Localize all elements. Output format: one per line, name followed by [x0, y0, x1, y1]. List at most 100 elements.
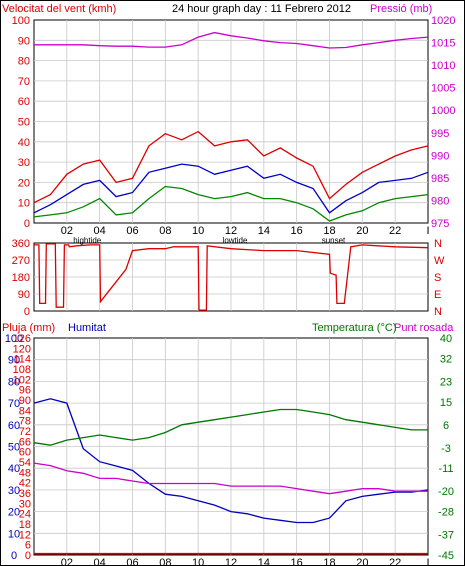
pressure-y-tick-980: 980	[431, 195, 449, 207]
wind-time-tick-06: 06	[126, 225, 138, 237]
direction-y-tick-0: 0	[24, 306, 30, 318]
wind-event-sunset: sunset	[322, 236, 346, 245]
bottom-time-tick-14: 14	[258, 557, 270, 566]
temperature-y-tick-15: 15	[440, 397, 452, 409]
pressure-y-tick-975: 975	[431, 218, 449, 230]
direction-compass-label-2: S	[434, 272, 441, 284]
series-line-wind_avg	[33, 163, 429, 214]
wind-time-tick-12: 12	[225, 225, 237, 237]
rain-y-tick-30: 30	[19, 498, 31, 510]
series-line-temperature	[33, 408, 428, 446]
bottom-time-tick-08: 08	[159, 557, 171, 566]
rain-y-tick-78: 78	[19, 416, 31, 428]
graph-title: 24 hour graph day : 11 Febrero 2012	[172, 3, 351, 15]
pressure-y-tick-1010: 1010	[431, 60, 455, 72]
rain-y-tick-36: 36	[19, 488, 31, 500]
wind-y-tick-0: 0	[24, 218, 30, 230]
pressure-y-tick-985: 985	[431, 173, 449, 185]
temperature-y-tick--20: -20	[438, 486, 454, 498]
wind-y-tick-30: 30	[18, 157, 30, 169]
dewpoint-axis-title: Punt rosada	[394, 322, 454, 334]
rain-y-tick-42: 42	[19, 478, 31, 490]
bottom-time-tick-06: 06	[126, 557, 138, 566]
rain-y-tick-48: 48	[19, 467, 31, 479]
bottom-time-tick-16: 16	[291, 557, 303, 566]
rain-y-tick-120: 120	[13, 343, 31, 355]
direction-y-tick-270: 270	[12, 255, 30, 267]
bottom-time-tick-10: 10	[192, 557, 204, 566]
wind-event-lowtide: lowtide	[223, 236, 248, 245]
wind-time-tick-I: I	[426, 225, 429, 237]
wind-time-tick-04: 04	[94, 225, 106, 237]
pressure-y-tick-1005: 1005	[431, 83, 455, 95]
wind-time-tick-14: 14	[258, 225, 270, 237]
bottom-time-tick-20: 20	[356, 557, 368, 566]
direction-y-tick-90: 90	[18, 289, 30, 301]
temperature-y-tick--37: -37	[438, 530, 454, 542]
direction-compass-label-4: N	[434, 306, 442, 318]
wind-time-tick-08: 08	[159, 225, 171, 237]
wind-y-tick-10: 10	[18, 198, 30, 210]
direction-y-tick-180: 180	[12, 272, 30, 284]
temperature-y-tick--3: -3	[441, 443, 451, 455]
wind-time-tick-22: 22	[389, 225, 401, 237]
rain-y-tick-24: 24	[19, 509, 31, 521]
humidity-y-tick-100: 100	[5, 333, 23, 345]
pressure-y-tick-1015: 1015	[431, 38, 455, 50]
bottom-time-tick-18: 18	[323, 557, 335, 566]
humidity-y-tick-50: 50	[8, 442, 20, 454]
temperature-y-tick--11: -11	[438, 463, 453, 475]
bottom-time-tick-02: 02	[61, 557, 73, 566]
bottom-time-tick-22: 22	[389, 557, 401, 566]
wind-y-tick-50: 50	[18, 117, 30, 129]
wind-time-tick-20: 20	[356, 225, 368, 237]
pressure-y-tick-1020: 1020	[431, 15, 455, 27]
rain-y-tick-72: 72	[19, 426, 31, 438]
wind-time-tick-16: 16	[291, 225, 303, 237]
rain-y-tick-0: 0	[25, 550, 31, 562]
series-line-humidity	[33, 398, 429, 524]
pressure-y-tick-1000: 1000	[431, 105, 455, 117]
rain-y-tick-60: 60	[19, 447, 31, 459]
bottom-time-tick-04: 04	[94, 557, 106, 566]
humidity-y-tick-0: 0	[11, 550, 17, 562]
rain-y-tick-84: 84	[19, 405, 31, 417]
rain-y-tick-12: 12	[19, 529, 31, 541]
wind-y-tick-100: 100	[12, 15, 30, 27]
direction-y-tick-360: 360	[12, 238, 30, 250]
wind-y-tick-60: 60	[18, 96, 30, 108]
rain-y-tick-126: 126	[13, 333, 31, 345]
rain-y-tick-90: 90	[19, 395, 31, 407]
rain-y-tick-114: 114	[13, 354, 31, 366]
rain-y-tick-6: 6	[25, 540, 31, 552]
temperature-y-tick-40: 40	[440, 333, 452, 345]
pressure-y-tick-995: 995	[431, 128, 449, 140]
series-line-direction	[34, 243, 429, 311]
rain-axis-title: Pluja (mm)	[2, 322, 55, 334]
bottom-time-tick-I: I	[426, 557, 429, 566]
humidity-y-tick-70: 70	[8, 398, 20, 410]
wind-time-tick-10: 10	[192, 225, 204, 237]
rain-y-tick-18: 18	[19, 519, 31, 531]
rain-y-tick-54: 54	[19, 457, 31, 469]
bottom-time-tick-12: 12	[225, 557, 237, 566]
humidity-y-tick-60: 60	[8, 420, 20, 432]
pressure-y-tick-990: 990	[431, 150, 449, 162]
temperature-axis-title: Temperatura (°C)	[312, 322, 396, 334]
temperature-y-tick-32: 32	[440, 353, 452, 365]
rain-y-tick-96: 96	[19, 385, 31, 397]
wind-y-tick-20: 20	[18, 177, 30, 189]
direction-compass-label-0: N	[434, 238, 442, 250]
temperature-y-tick--28: -28	[438, 507, 454, 519]
wind-y-tick-70: 70	[18, 76, 30, 88]
series-line-wind_gust	[33, 130, 429, 204]
wind-axis-title: Velocitat del vent (kmh)	[2, 3, 116, 15]
series-line-wind_min	[33, 185, 429, 222]
humidity-y-tick-40: 40	[8, 463, 20, 475]
rain-y-tick-108: 108	[13, 364, 31, 376]
rain-y-tick-66: 66	[19, 436, 31, 448]
humidity-axis-title: Humitat	[68, 322, 106, 334]
pressure-axis-title: Pressió (mb)	[370, 3, 432, 15]
